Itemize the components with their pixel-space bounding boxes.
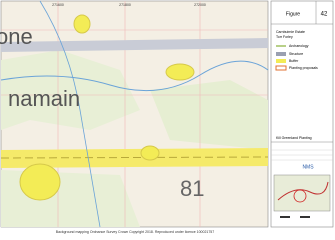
- place-label: namain: [8, 86, 80, 111]
- company-logo: NMS: [302, 164, 314, 170]
- road: [1, 38, 268, 52]
- grid-label: 271600: [52, 3, 64, 7]
- place-label: one: [0, 24, 33, 49]
- panel-title: Carnbuirnie Estate: [276, 30, 305, 34]
- legend-entry: Structure: [289, 52, 303, 56]
- place-label: 81: [180, 176, 204, 201]
- buffer: [165, 63, 195, 81]
- river: [0, 60, 269, 92]
- footer: Background mapping Ordnance Survey Crown…: [56, 230, 214, 234]
- buffer: [140, 145, 160, 161]
- figure-number: 42: [321, 12, 328, 18]
- inset-map: [273, 174, 331, 212]
- buffer: [73, 14, 91, 34]
- buffer: [19, 163, 61, 201]
- legend-entry: Planting proposals: [289, 66, 318, 70]
- map: 271600 271800 272000 one namain 81: [0, 0, 269, 228]
- stream: [39, 0, 101, 228]
- title-block: Figure 42 Carnbuirnie Estate Torr Forley…: [270, 0, 334, 228]
- figure-label: Figure: [286, 11, 300, 17]
- panel-subtitle: Torr Forley: [276, 35, 293, 39]
- inset-road: [277, 181, 329, 201]
- grid-label: 271800: [119, 3, 131, 7]
- inset-location: [293, 189, 307, 203]
- woodland: [1, 50, 140, 130]
- legend-entry: Buffer: [289, 59, 299, 63]
- grid-label: 272000: [194, 3, 206, 7]
- road-centre: [0, 156, 269, 159]
- legend-entry: Archaeology: [289, 44, 309, 48]
- woodland: [150, 80, 268, 150]
- project-title: Kill Greenland Planting: [276, 136, 312, 140]
